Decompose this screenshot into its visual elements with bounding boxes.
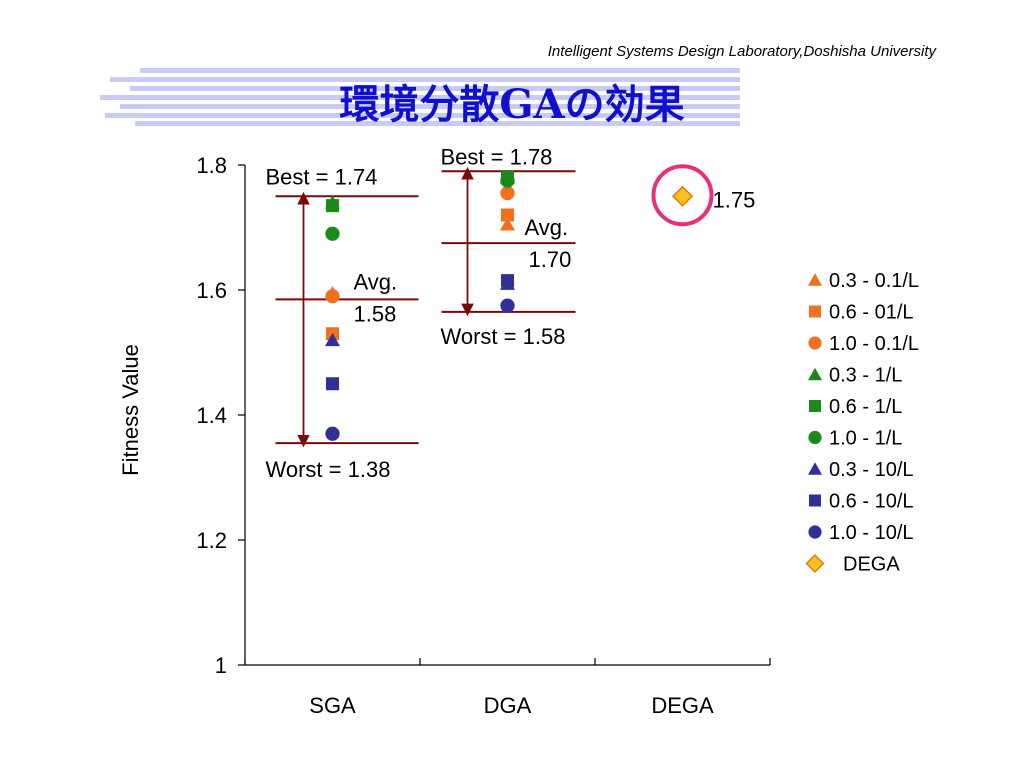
data-point: [500, 185, 515, 201]
legend-marker: [808, 525, 822, 539]
y-tick-label: 1.2: [196, 528, 227, 553]
best-label: Best = 1.78: [441, 144, 553, 169]
data-point: [325, 195, 340, 209]
x-tick-label: DGA: [484, 693, 532, 718]
data-point: [500, 298, 515, 313]
dega-value-label: 1.75: [713, 187, 756, 212]
data-point: [325, 332, 340, 347]
avg-label: Avg.: [525, 215, 569, 240]
highlight-ring: [651, 164, 714, 227]
y-tick-label: 1.4: [196, 403, 227, 428]
worst-label: Worst = 1.58: [441, 324, 566, 349]
best-label: Best = 1.74: [266, 164, 378, 189]
data-point: [500, 170, 515, 184]
legend-label: DEGA: [843, 554, 900, 576]
legend-label: 0.3 - 0.1/L: [829, 270, 919, 292]
data-point: [325, 289, 340, 304]
legend-marker: [808, 430, 822, 445]
legend-label: 0.3 - 10/L: [829, 459, 914, 481]
chart-legend: 0.3 - 0.1/L 0.6 - 01/L 1.0 - 0.1/L 0.3 - 1/…: [805, 270, 919, 576]
data-point: [501, 274, 514, 288]
x-tick-label: DEGA: [651, 693, 714, 718]
avg-value-label: 1.70: [529, 247, 572, 272]
avg-label: Avg.: [354, 269, 398, 294]
range-annotations: Best = 1.74 Worst = 1.38 Avg. 1.58 Best = 1.…: [266, 144, 576, 482]
y-axis-label: Fitness Value: [118, 344, 143, 476]
legend-marker: [809, 494, 821, 507]
legend-marker: [808, 273, 822, 286]
legend-label: 1.0 - 0.1/L: [829, 333, 919, 355]
chart-axes: 1 1.2 1.4 1.6 1.8 SGA DGA DEGA Fitness Value: [118, 153, 771, 718]
title-decoration-stripes: [100, 68, 740, 126]
legend-label: 1.0 - 1/L: [829, 428, 902, 450]
worst-label: Worst = 1.38: [266, 457, 391, 482]
avg-value-label: 1.58: [354, 301, 397, 326]
legend-marker: [808, 462, 822, 475]
data-point: [500, 217, 515, 231]
y-tick-label: 1: [215, 653, 227, 678]
legend-label: 0.3 - 1/L: [829, 365, 902, 387]
legend-marker: [809, 305, 821, 318]
data-point: [671, 185, 694, 207]
legend-marker: [808, 367, 822, 381]
slide-title: 環境分散GAの効果: [339, 81, 685, 128]
legend-label: 0.6 - 01/L: [829, 302, 914, 324]
legend-label: 1.0 - 10/L: [829, 522, 914, 544]
legend-marker: [809, 400, 821, 412]
data-points: 1.75: [325, 164, 756, 441]
legend-label: 0.6 - 10/L: [829, 491, 914, 513]
lab-name: Intelligent Systems Design Laboratory,Do…: [547, 43, 936, 60]
data-point: [325, 426, 340, 441]
data-point: [325, 226, 340, 241]
data-point: [501, 208, 514, 222]
legend-marker: [808, 336, 822, 350]
data-point: [326, 377, 339, 391]
y-tick-label: 1.6: [196, 278, 227, 303]
y-tick-label: 1.8: [196, 153, 227, 178]
legend-marker: [805, 554, 825, 573]
legend-label: 0.6 - 1/L: [829, 396, 902, 418]
x-tick-label: SGA: [309, 693, 356, 718]
